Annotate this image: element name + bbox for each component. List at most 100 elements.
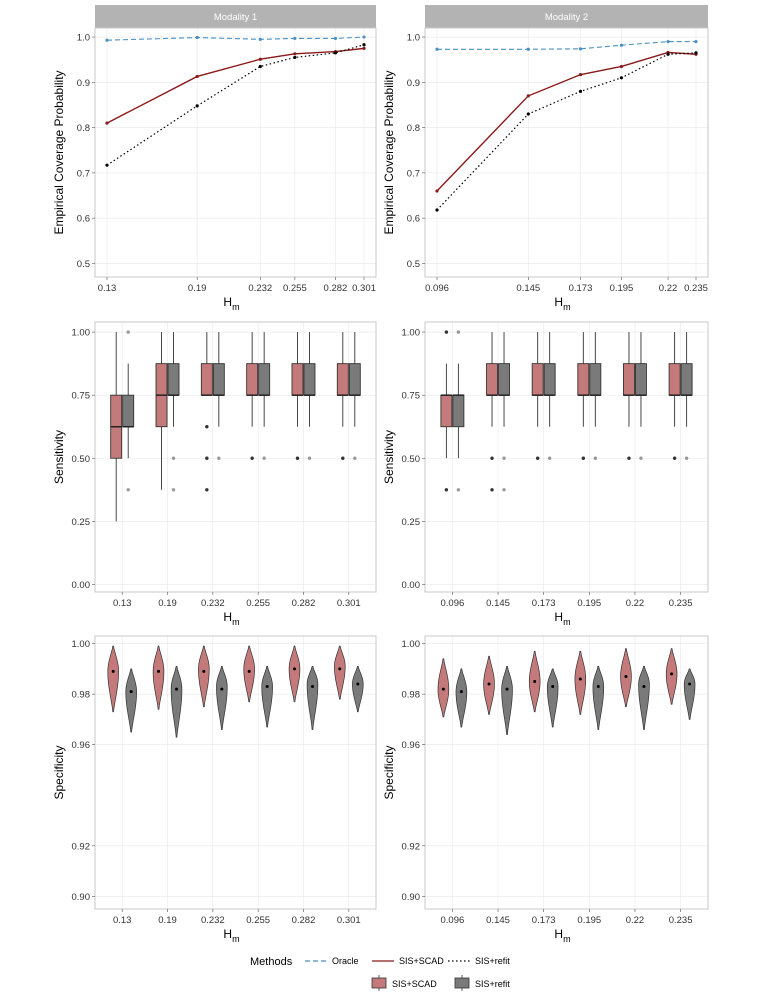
y-tick-label: 0.75 — [72, 391, 91, 402]
data-point — [258, 57, 262, 61]
violin-mean-point — [338, 667, 342, 671]
y-tick-label: 1.0 — [407, 33, 420, 44]
data-point — [195, 74, 199, 79]
data-point — [578, 89, 583, 93]
violin — [592, 665, 605, 730]
data-point — [362, 43, 366, 47]
y-tick-label: 0.96 — [402, 740, 421, 751]
violin — [455, 668, 468, 728]
box-outlier — [581, 456, 586, 460]
data-point — [293, 36, 297, 41]
violin — [352, 665, 364, 713]
data-point — [362, 35, 366, 39]
data-point — [362, 46, 366, 50]
violin — [306, 665, 319, 730]
legend-label: SIS+refit — [475, 979, 510, 989]
x-tick-label: 0.145 — [486, 598, 510, 609]
box-outlier — [502, 456, 506, 460]
violin-mean-point — [487, 682, 491, 686]
y-axis-title: Sensitivity — [382, 430, 396, 484]
violin-mean-point — [533, 680, 537, 683]
x-axis-title-subscript: m — [232, 302, 240, 312]
x-axis-title: Hm — [223, 927, 239, 944]
panel-border — [424, 321, 709, 593]
box — [348, 363, 361, 396]
box — [452, 394, 465, 428]
data-point — [578, 73, 583, 77]
box — [303, 363, 316, 396]
data-point — [293, 52, 297, 56]
box-outlier — [547, 456, 552, 460]
box-outlier — [444, 488, 449, 492]
y-tick-label: 0.25 — [72, 517, 91, 528]
violin-mean-point — [111, 669, 115, 673]
y-tick-label: 1.00 — [402, 328, 421, 339]
data-point — [105, 121, 109, 125]
box-outlier — [627, 456, 631, 460]
x-tick-label: 0.301 — [337, 915, 361, 926]
box — [623, 363, 635, 396]
panel-specificity-m2: 0.90 0.92 0.96 0.98 1.00 0.096 0.145 0.173 0.195… — [382, 635, 709, 944]
panel-border — [94, 635, 377, 910]
y-tick-label: 0.8 — [77, 123, 90, 134]
y-tick-label: 1.00 — [402, 639, 421, 650]
violin — [125, 668, 137, 733]
violin — [261, 665, 273, 728]
box-outlier — [444, 330, 449, 334]
box — [200, 363, 213, 396]
box — [291, 363, 304, 396]
x-axis-title: Hm — [554, 610, 570, 627]
box-outlier — [205, 456, 209, 460]
x-tick-label: 0.255 — [246, 598, 270, 609]
x-axis-title-subscript: m — [232, 617, 240, 627]
x-axis-title: Hm — [554, 927, 570, 944]
box — [440, 394, 453, 428]
y-axis-title: Specificity — [382, 745, 396, 799]
x-tick-label: 0.255 — [283, 283, 307, 294]
legend-key-box — [454, 977, 470, 989]
violin — [170, 665, 183, 738]
x-tick-label: 0.195 — [610, 283, 634, 294]
x-axis-title-subscript: m — [563, 302, 571, 312]
data-point — [694, 51, 698, 55]
violin — [198, 645, 210, 708]
data-point — [526, 112, 530, 116]
x-tick-label: 0.145 — [486, 915, 510, 926]
data-point — [105, 38, 109, 42]
box-outlier — [205, 425, 209, 429]
series-line-sis-refit — [106, 44, 365, 166]
y-axis-title: Empirical Coverage Probability — [52, 70, 66, 234]
box-outlier — [126, 330, 130, 334]
violin-mean-point — [642, 685, 646, 689]
x-tick-label: 0.22 — [626, 598, 645, 609]
y-tick-label: 0.98 — [72, 690, 91, 701]
box-outlier — [353, 456, 357, 460]
x-tick-label: 0.232 — [248, 283, 272, 294]
x-tick-label: 0.22 — [626, 915, 645, 926]
box — [668, 363, 681, 396]
violin-mean-point — [175, 687, 179, 691]
violin-mean-point — [596, 685, 600, 689]
x-tick-label: 0.195 — [577, 598, 601, 609]
x-tick-label: 0.13 — [113, 915, 132, 926]
y-tick-label: 0.7 — [77, 168, 90, 179]
data-point — [526, 94, 530, 98]
y-tick-label: 0.90 — [72, 892, 91, 903]
y-tick-label: 0.9 — [407, 78, 420, 89]
panel-specificity-m1: 0.90 0.92 0.96 0.98 1.00 0.13 0.19 0.232 0.255 0.… — [52, 635, 377, 944]
x-tick-label: 0.173 — [532, 598, 556, 609]
box-outlier — [502, 488, 506, 492]
y-tick-label: 0.6 — [77, 214, 90, 225]
series-line-sis-refit — [436, 52, 697, 211]
violin — [501, 665, 513, 735]
legend-label: SIS+refit — [475, 956, 510, 966]
panel-sensitivity-m2: 0.00 0.25 0.50 0.75 1.00 0.096 0.145 0.173 0.195… — [382, 321, 709, 627]
y-axis-title: Sensitivity — [52, 430, 66, 484]
violin-mean-point — [220, 687, 224, 691]
data-point — [666, 52, 670, 56]
violin — [334, 645, 346, 700]
data-point — [619, 76, 624, 80]
facet-label: Modality 2 — [545, 12, 588, 23]
y-tick-label: 0.92 — [402, 841, 421, 852]
